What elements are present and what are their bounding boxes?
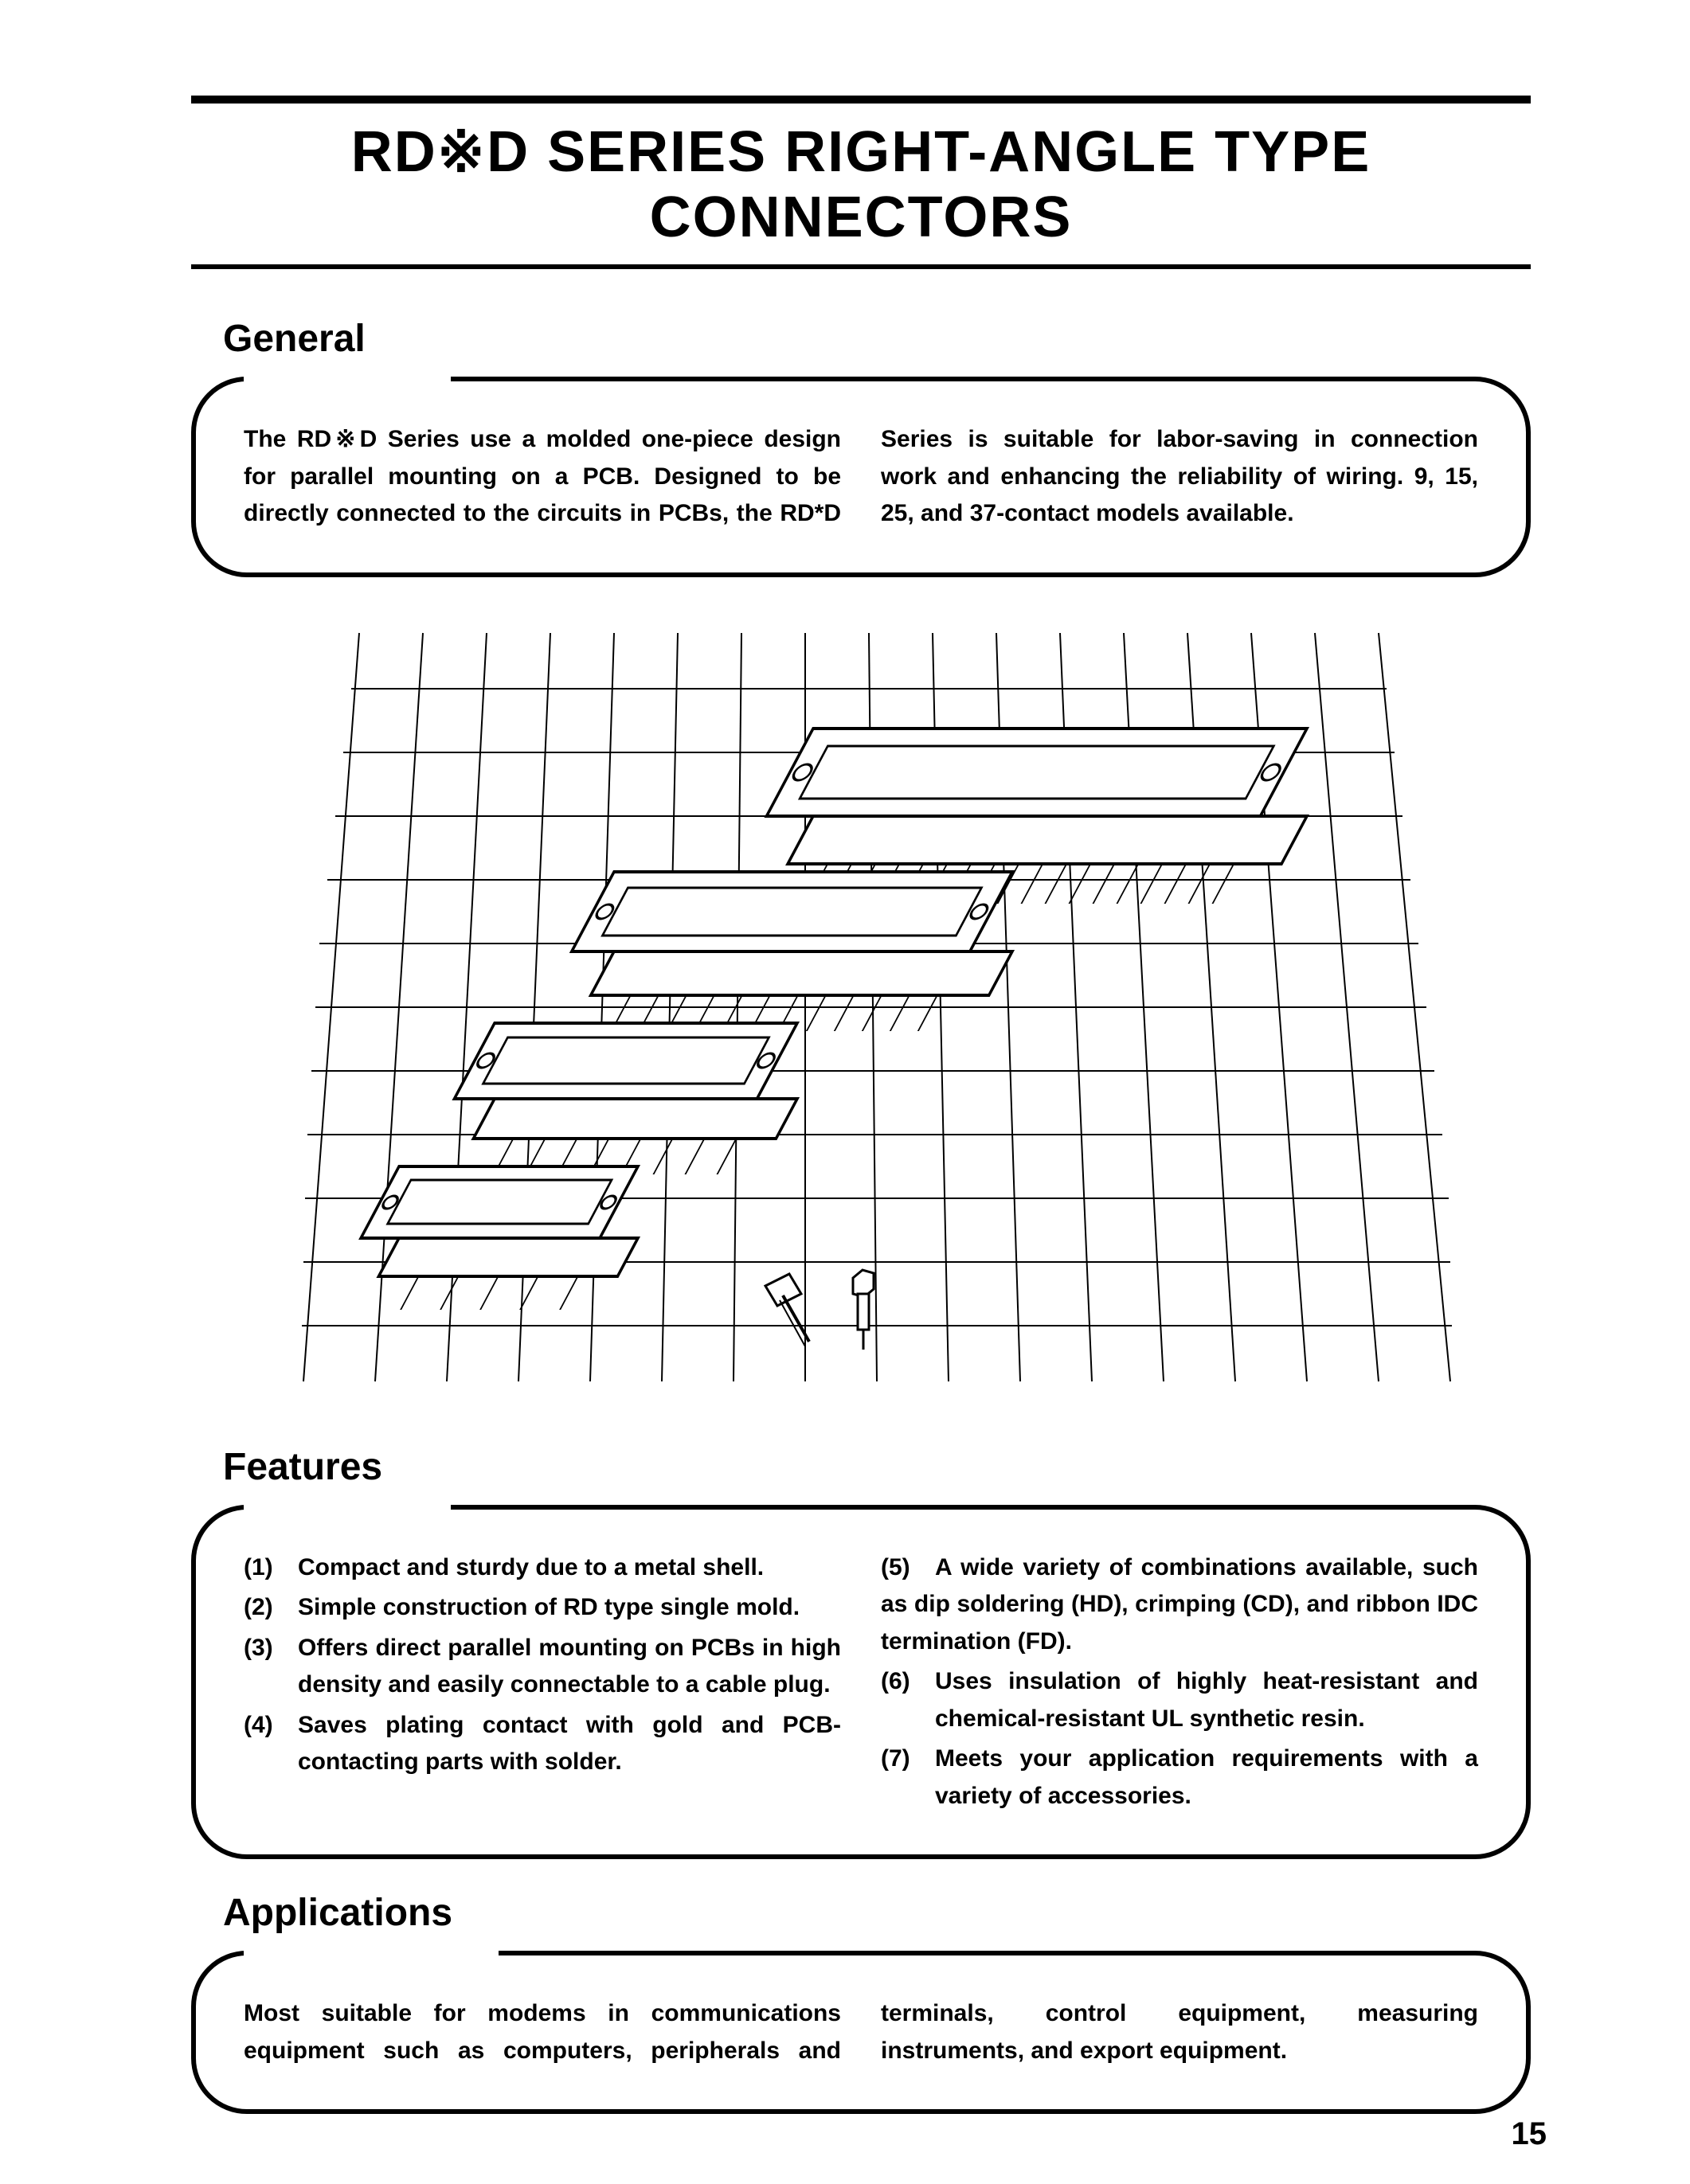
feature-text: Offers direct parallel mounting on PCBs … [298, 1630, 841, 1704]
feature-num: (2) [244, 1589, 284, 1627]
general-heading: General [223, 317, 1531, 361]
feature-text: Meets your application requirements with… [935, 1741, 1478, 1815]
feature-text: Saves plating contact with gold and PCB-… [298, 1707, 841, 1781]
illustration [191, 601, 1531, 1413]
bubble-tab [244, 1951, 499, 1983]
general-bubble: The RD※D Series use a molded one-piece d… [191, 377, 1531, 577]
feature-num: (6) [881, 1663, 921, 1737]
hex-post [853, 1270, 874, 1350]
feature-item: (3) Offers direct parallel mounting on PC… [244, 1630, 841, 1704]
feature-text: Compact and sturdy due to a metal shell. [298, 1549, 764, 1587]
connectors-drawing [240, 609, 1482, 1405]
features-list: (1) Compact and sturdy due to a metal she… [244, 1549, 1478, 1815]
feature-item: (7) Meets your application requirements w… [881, 1741, 1478, 1815]
feature-num: (3) [244, 1630, 284, 1704]
feature-item: (4) Saves plating contact with gold and P… [244, 1707, 841, 1781]
features-bubble: (1) Compact and sturdy due to a metal she… [191, 1505, 1531, 1860]
feature-num: (1) [244, 1549, 284, 1587]
bubble-tab [244, 1505, 451, 1537]
feature-text: Simple construction of RD type single mo… [298, 1589, 800, 1627]
jack-screw [765, 1274, 809, 1346]
general-text: The RD※D Series use a molded one-piece d… [244, 421, 1478, 533]
feature-item: (1) Compact and sturdy due to a metal she… [244, 1549, 841, 1587]
applications-bubble: Most suitable for modems in communicatio… [191, 1951, 1531, 2114]
feature-num: (5) [881, 1549, 921, 1587]
page: RD※D SERIES RIGHT-ANGLE TYPE CONNECTORS … [0, 0, 1690, 2184]
applications-heading: Applications [223, 1891, 1531, 1935]
applications-text: Most suitable for modems in communicatio… [244, 1995, 1478, 2069]
feature-item: (6) Uses insulation of highly heat-resist… [881, 1663, 1478, 1737]
bubble-tab [244, 377, 451, 408]
feature-text: Uses insulation of highly heat-resistant… [935, 1663, 1478, 1737]
main-title: RD※D SERIES RIGHT-ANGLE TYPE CONNECTORS [191, 118, 1531, 250]
feature-item: (5)A wide variety of combinations availa… [881, 1549, 1478, 1661]
connector-15 [454, 1023, 797, 1174]
features-heading: Features [223, 1445, 1531, 1489]
title-rule-bottom [191, 264, 1531, 269]
feature-text: A wide variety of combinations available… [881, 1554, 1478, 1655]
feature-item: (2) Simple construction of RD type single… [244, 1589, 841, 1627]
title-rule-top [191, 96, 1531, 104]
feature-num: (4) [244, 1707, 284, 1781]
feature-num: (7) [881, 1741, 921, 1815]
page-number: 15 [1512, 2116, 1547, 2152]
connector-9 [361, 1166, 638, 1310]
